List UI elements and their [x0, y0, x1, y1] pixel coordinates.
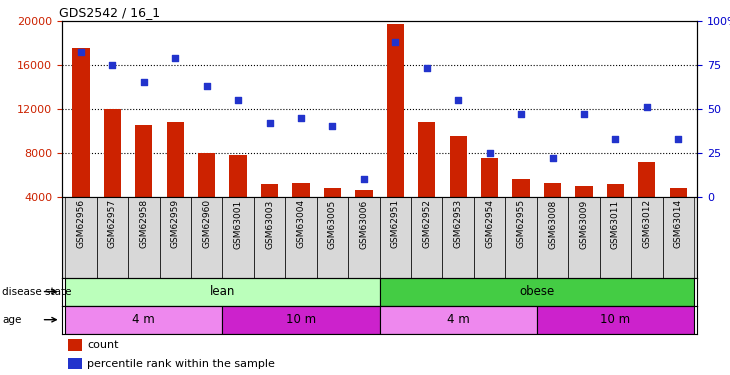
Bar [387, 24, 404, 197]
Bar [544, 183, 561, 197]
Bar [198, 153, 215, 197]
Bar [292, 183, 310, 197]
Point [107, 62, 118, 68]
Text: GSM62952: GSM62952 [422, 199, 431, 248]
Bar [607, 184, 624, 197]
Bar [418, 122, 435, 197]
Bar [411, 197, 442, 278]
Bar [65, 306, 223, 334]
Bar [568, 197, 599, 278]
Text: GDS2542 / 16_1: GDS2542 / 16_1 [59, 6, 160, 20]
Bar [380, 306, 537, 334]
Text: obese: obese [519, 285, 554, 298]
Text: GSM63014: GSM63014 [674, 199, 683, 248]
Bar [575, 186, 593, 197]
Text: age: age [2, 315, 22, 325]
Point [453, 97, 464, 103]
Bar [599, 197, 631, 278]
Text: GSM62957: GSM62957 [108, 199, 117, 248]
Point [578, 111, 590, 117]
Bar [72, 48, 90, 197]
Text: 10 m: 10 m [600, 313, 631, 326]
Text: GSM62955: GSM62955 [517, 199, 526, 248]
Bar [317, 197, 348, 278]
Point [672, 136, 684, 142]
Point [390, 39, 402, 45]
Text: GSM62954: GSM62954 [485, 199, 494, 248]
Text: 4 m: 4 m [447, 313, 469, 326]
Bar [324, 188, 341, 197]
Text: GSM62953: GSM62953 [454, 199, 463, 248]
Bar [65, 278, 380, 306]
Text: disease state: disease state [2, 286, 72, 297]
Bar [348, 197, 380, 278]
Bar [135, 125, 153, 197]
Bar [104, 109, 121, 197]
Bar [254, 197, 285, 278]
Text: count: count [88, 340, 119, 350]
Bar [631, 197, 663, 278]
Bar [474, 197, 505, 278]
Point [232, 97, 244, 103]
Bar [512, 179, 530, 197]
Bar [69, 358, 82, 369]
Text: GSM63004: GSM63004 [296, 199, 305, 248]
Bar [380, 278, 694, 306]
Point [484, 150, 496, 156]
Bar [160, 197, 191, 278]
Point [201, 83, 212, 89]
Bar [380, 197, 411, 278]
Point [358, 176, 369, 182]
Bar [223, 306, 380, 334]
Text: GSM62958: GSM62958 [139, 199, 148, 248]
Bar [537, 306, 694, 334]
Text: GSM63008: GSM63008 [548, 199, 557, 249]
Point [295, 115, 307, 121]
Bar [69, 339, 82, 351]
Bar [65, 197, 96, 278]
Point [610, 136, 621, 142]
Text: percentile rank within the sample: percentile rank within the sample [88, 359, 275, 369]
Bar [261, 184, 278, 197]
Text: 4 m: 4 m [132, 313, 155, 326]
Text: GSM62951: GSM62951 [391, 199, 400, 248]
Bar [229, 155, 247, 197]
Bar [442, 197, 474, 278]
Point [326, 123, 338, 129]
Bar [223, 197, 254, 278]
Point [547, 155, 558, 161]
Bar [505, 197, 537, 278]
Text: lean: lean [210, 285, 235, 298]
Text: 10 m: 10 m [286, 313, 316, 326]
Point [264, 120, 275, 126]
Bar [537, 197, 568, 278]
Text: GSM62960: GSM62960 [202, 199, 211, 248]
Text: GSM63005: GSM63005 [328, 199, 337, 249]
Bar [669, 188, 687, 197]
Point [138, 80, 150, 86]
Point [515, 111, 527, 117]
Bar [450, 136, 467, 197]
Point [75, 50, 87, 55]
Point [169, 55, 181, 61]
Text: GSM62956: GSM62956 [77, 199, 85, 248]
Point [421, 65, 433, 71]
Bar [638, 162, 656, 197]
Text: GSM63003: GSM63003 [265, 199, 274, 249]
Bar [128, 197, 160, 278]
Bar [191, 197, 223, 278]
Bar [96, 197, 128, 278]
Point [641, 104, 653, 110]
Text: GSM63011: GSM63011 [611, 199, 620, 249]
Bar [356, 190, 372, 197]
Bar [663, 197, 694, 278]
Bar [285, 197, 317, 278]
Text: GSM63012: GSM63012 [642, 199, 651, 248]
Text: GSM63006: GSM63006 [359, 199, 369, 249]
Bar [481, 158, 499, 197]
Bar [166, 122, 184, 197]
Text: GSM63001: GSM63001 [234, 199, 242, 249]
Text: GSM62959: GSM62959 [171, 199, 180, 248]
Text: GSM63009: GSM63009 [580, 199, 588, 249]
